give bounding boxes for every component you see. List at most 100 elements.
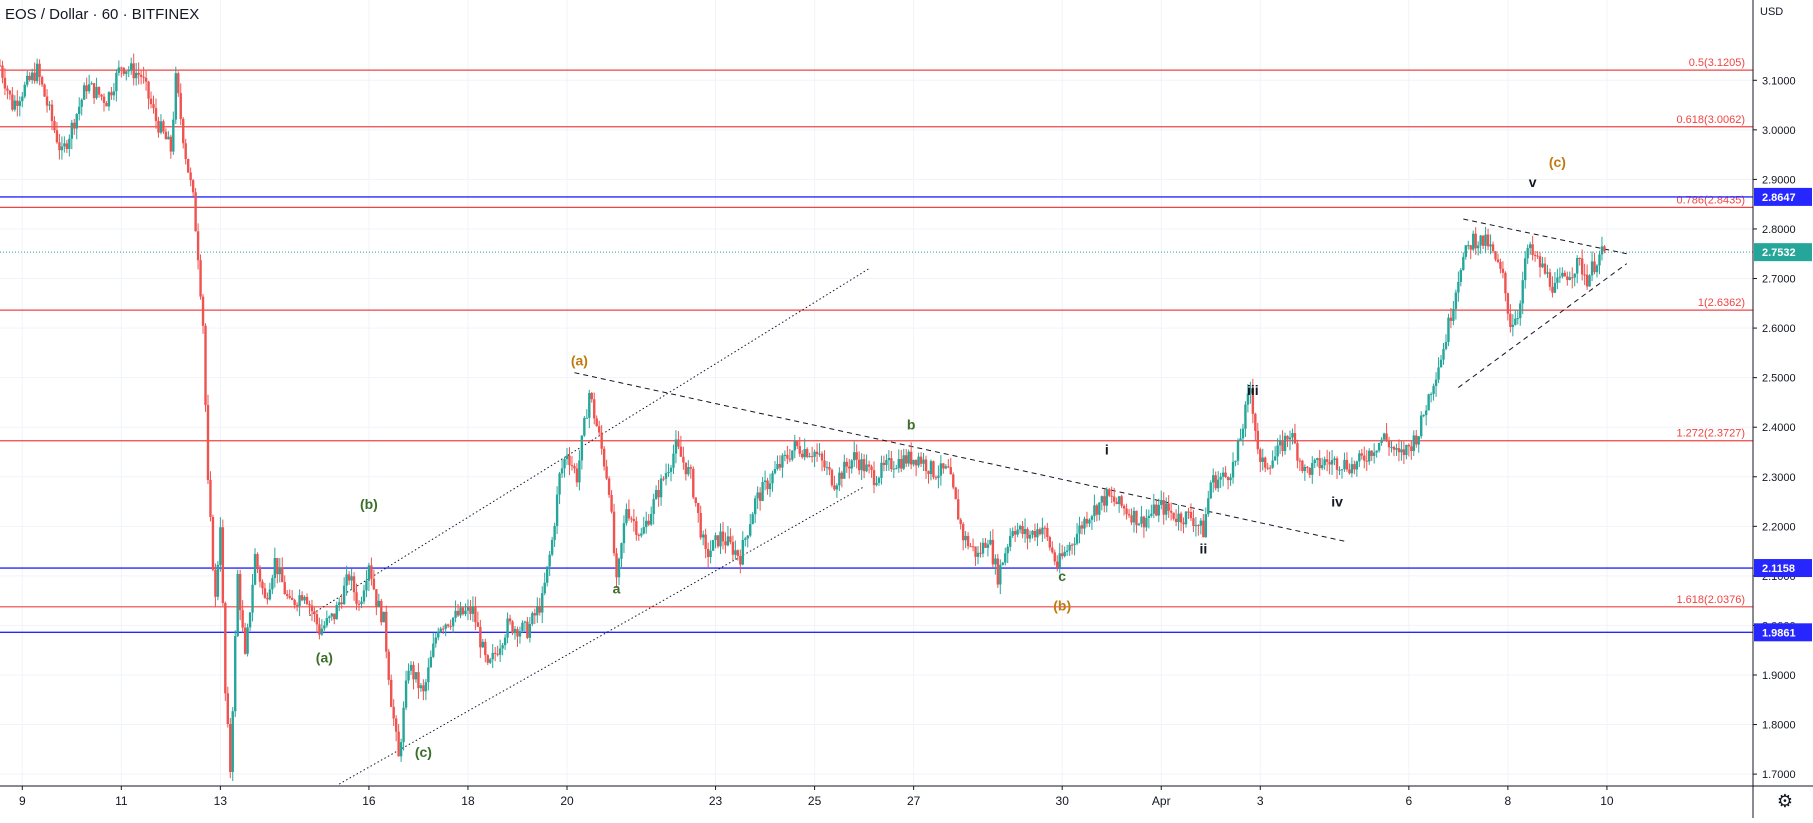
candle-body	[152, 104, 155, 109]
candle-body	[1335, 458, 1339, 470]
candle-body	[377, 600, 381, 608]
candle-body	[528, 624, 532, 638]
candle-body	[1179, 513, 1183, 523]
candle-body	[984, 542, 987, 548]
candle-body	[803, 449, 806, 458]
candle-body	[1603, 246, 1606, 252]
price-tag-box	[1754, 243, 1812, 262]
candle-body	[357, 603, 361, 605]
candle-body	[1427, 394, 1430, 411]
candle-body	[731, 541, 735, 555]
candle-body	[1162, 500, 1165, 515]
candle-body	[1103, 496, 1106, 506]
candle-body	[1506, 293, 1510, 314]
candle-body	[313, 611, 316, 615]
candle-body	[531, 613, 534, 625]
candle-body	[1447, 317, 1450, 343]
candle-body	[843, 461, 846, 479]
candle-body	[1538, 256, 1542, 268]
candle-body	[55, 130, 59, 143]
price-tag-box	[1754, 559, 1812, 578]
candle-body	[1135, 510, 1138, 526]
candle-body	[387, 651, 390, 680]
candle-body	[1479, 235, 1482, 246]
candle-body	[1395, 448, 1398, 450]
candle-body	[1385, 433, 1388, 441]
candle-body	[1580, 258, 1584, 275]
candle-body	[417, 672, 420, 689]
candle-body	[172, 119, 175, 152]
candle-body	[697, 503, 700, 513]
candle-body	[1325, 459, 1329, 462]
candle-body	[6, 88, 9, 91]
gear-icon[interactable]: ⚙	[1776, 791, 1794, 811]
candle-body	[902, 455, 905, 469]
candle-body	[318, 624, 321, 635]
candle-body	[927, 471, 930, 475]
candle-body	[214, 569, 217, 597]
candle-body	[1125, 508, 1128, 515]
candle-body	[85, 85, 88, 92]
candle-body	[1400, 449, 1403, 453]
y-tick-label: 2.6000	[1762, 323, 1796, 335]
trendline	[338, 486, 865, 785]
candle-body	[206, 405, 210, 480]
candle-body	[392, 706, 395, 719]
trendline	[309, 268, 870, 616]
candle-body	[1541, 263, 1544, 268]
candle-body	[503, 637, 507, 646]
candle-body	[139, 74, 143, 77]
candle-body	[281, 567, 284, 583]
candle-body	[164, 131, 168, 140]
candle-body	[82, 85, 86, 100]
candle-body	[942, 463, 945, 469]
candle-body	[924, 459, 928, 472]
candle-body	[1489, 244, 1492, 247]
candle-body	[996, 558, 1000, 585]
symbol-title[interactable]: EOS / Dollar · 60 · BITFINEX	[5, 6, 200, 23]
candle-body	[1051, 547, 1054, 553]
candle-body	[1085, 518, 1089, 524]
candle-body	[1573, 273, 1576, 278]
candle-body	[375, 589, 378, 608]
candle-body	[932, 461, 935, 478]
candle-body	[521, 622, 524, 632]
candle-body	[186, 158, 190, 173]
wave-label: i	[1105, 441, 1109, 457]
candle-body	[538, 605, 541, 613]
x-tick-label: 27	[907, 794, 921, 808]
candle-body	[1457, 281, 1460, 293]
wave-label: b	[907, 417, 916, 433]
candle-body	[865, 464, 868, 472]
candle-body	[1526, 248, 1529, 259]
x-tick-label: 13	[214, 794, 228, 808]
candle-body	[21, 96, 24, 102]
candle-body	[511, 621, 514, 634]
candle-body	[1370, 450, 1373, 456]
candle-body	[30, 72, 34, 80]
candle-body	[1160, 500, 1163, 505]
candle-body	[1093, 505, 1096, 517]
candle-body	[491, 652, 494, 660]
grid	[0, 0, 1753, 786]
exchange-label: BITFINEX	[131, 6, 200, 23]
candle-body	[969, 546, 972, 548]
candle-body	[1548, 272, 1552, 287]
candle-body	[1177, 513, 1180, 523]
candle-body	[635, 521, 638, 535]
candle-body	[1407, 444, 1411, 447]
candle-body	[271, 578, 274, 590]
candle-body	[518, 631, 522, 637]
candle-body	[0, 65, 2, 67]
candle-body	[1016, 529, 1019, 535]
candle-body	[563, 459, 566, 469]
candle-body	[1117, 496, 1121, 505]
candle-body	[1372, 452, 1376, 456]
candle-body	[830, 469, 834, 486]
candle-body	[1340, 469, 1344, 471]
candle-body	[117, 67, 121, 73]
interval-label[interactable]: 60	[101, 6, 119, 23]
candle-body	[600, 432, 603, 449]
